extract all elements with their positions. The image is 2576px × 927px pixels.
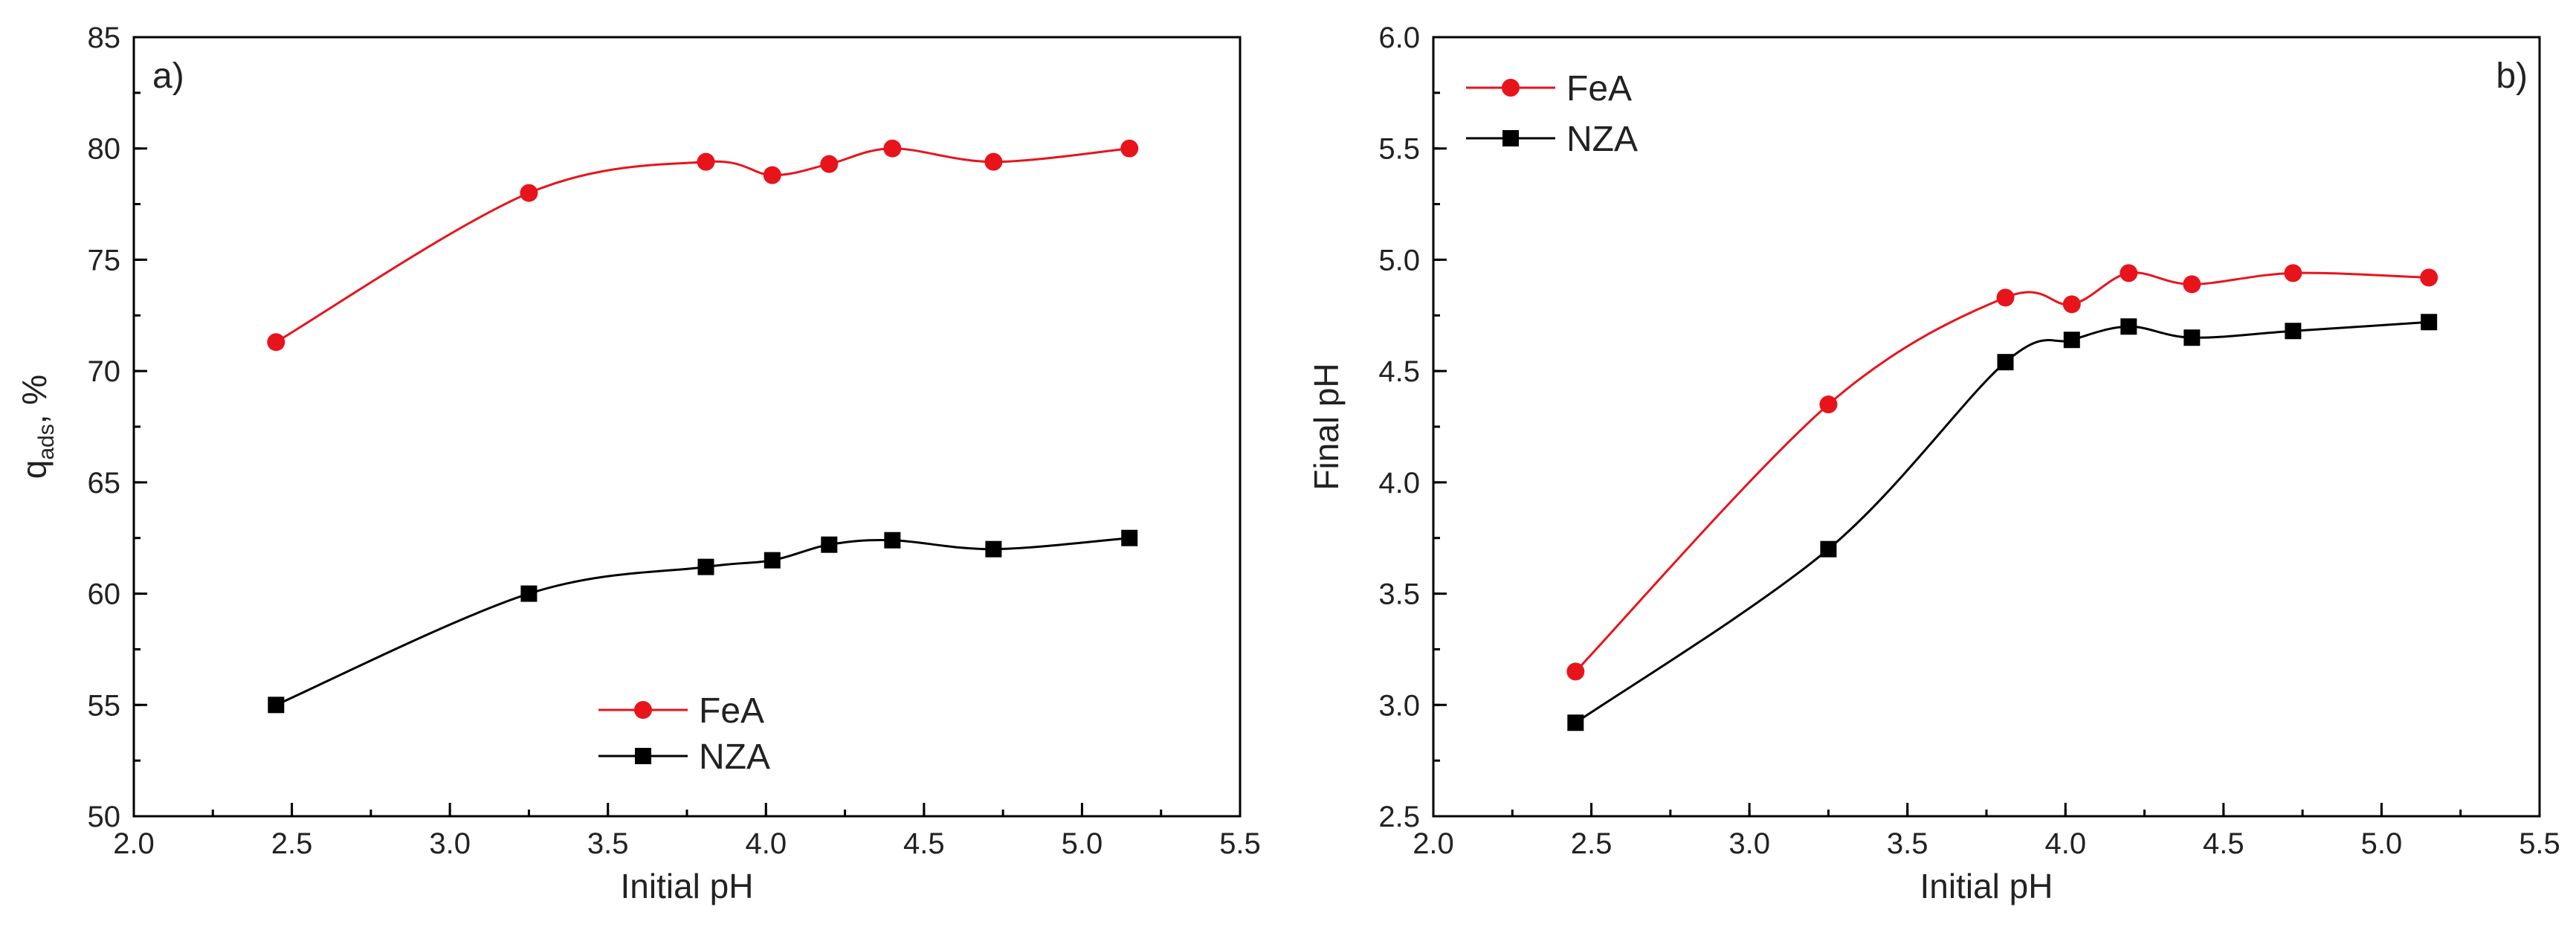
legend-label-nza: NZA — [699, 737, 770, 777]
y-tick-label: 80 — [88, 133, 121, 166]
data-point-nza — [1820, 540, 1837, 558]
y-axis-title: qads, % — [15, 375, 59, 479]
data-point-fea — [984, 152, 1003, 171]
legend: FeA NZA — [598, 691, 770, 777]
data-point-fea — [2183, 275, 2201, 294]
chart-panel-b: 2.0 2.5 3.0 3.5 4.0 4.5 5.0 5.52.53.03.54.04.55… — [1307, 22, 2560, 905]
data-point-nza — [520, 585, 538, 602]
legend-marker-fea — [634, 701, 652, 719]
y-axis-title-suffix: , % — [15, 375, 54, 424]
data-point-nza — [2285, 323, 2302, 340]
x-tick-label: 2.5 — [1571, 827, 1613, 860]
data-point-fea — [883, 139, 902, 158]
data-point-fea — [520, 184, 538, 202]
x-tick-label: 3.0 — [429, 827, 471, 860]
x-tick-label: 5.0 — [2361, 827, 2403, 860]
y-tick-label: 3.5 — [1378, 578, 1420, 611]
x-tick-label: 2.5 — [271, 827, 313, 860]
x-axis-title: Initial pH — [1920, 867, 2053, 905]
y-tick-label: 4.5 — [1378, 355, 1420, 388]
data-point-nza — [985, 540, 1002, 558]
data-point-nza — [884, 532, 901, 549]
y-tick-label: 60 — [88, 578, 121, 611]
data-point-fea — [763, 166, 781, 184]
data-point-nza — [697, 558, 714, 575]
panel-label: b) — [2496, 56, 2528, 96]
series-line-fea — [275, 147, 1130, 343]
y-tick-label: 50 — [88, 801, 121, 833]
y-tick-label: 55 — [88, 689, 121, 722]
x-tick-label: 4.5 — [2203, 827, 2244, 860]
plot-frame — [132, 36, 1242, 818]
data-point-nza — [1121, 529, 1138, 546]
legend: FeA NZA — [1466, 69, 1638, 159]
series-fea — [267, 139, 1139, 352]
x-tick-label: 3.5 — [1887, 827, 1928, 860]
x-tick-label: 5.5 — [2519, 827, 2560, 860]
data-point-fea — [820, 155, 839, 173]
y-tick-label: 75 — [88, 244, 121, 277]
series-nza — [1567, 314, 2438, 731]
data-point-nza — [764, 552, 781, 569]
panel-label: a) — [152, 56, 184, 96]
data-point-nza — [821, 536, 838, 553]
data-point-nza — [2183, 329, 2201, 346]
data-point-fea — [2420, 268, 2438, 287]
y-tick-label: 6.0 — [1378, 22, 1420, 54]
legend-label-nza: NZA — [1566, 120, 1638, 159]
data-point-fea — [2284, 264, 2302, 282]
y-axis-title-main: Final pH — [1307, 363, 1346, 490]
y-axis-title-main: q — [15, 460, 54, 479]
legend-label-fea: FeA — [699, 691, 764, 731]
y-axis-title-subscript: ads — [34, 424, 59, 459]
data-point-fea — [267, 333, 285, 352]
data-point-fea — [1120, 139, 1139, 158]
data-point-nza — [1567, 714, 1584, 731]
data-point-fea — [1819, 395, 1838, 414]
x-tick-label: 3.5 — [587, 827, 629, 860]
data-point-fea — [1996, 288, 2015, 307]
series-fea — [1566, 264, 2438, 681]
y-tick-label: 65 — [88, 467, 121, 500]
chart-panel-a: 2.0 2.5 3.0 3.5 4.0 4.5 5.0 5.5 50 55 60 65 70 75 80 85… — [15, 22, 1261, 905]
data-point-nza — [1997, 354, 2014, 371]
x-tick-label: 2.0 — [113, 827, 155, 860]
x-axis-title: Initial pH — [621, 867, 754, 905]
data-point-fea — [1566, 662, 1585, 681]
y-tick-label: 70 — [88, 355, 121, 388]
y-tick-label: 5.0 — [1378, 244, 1420, 277]
x-tick-label: 5.0 — [1062, 827, 1103, 860]
y-tick-label: 2.5 — [1378, 801, 1420, 833]
legend-marker-nza — [635, 748, 651, 764]
x-tick-label: 3.0 — [1728, 827, 1770, 860]
legend-label-fea: FeA — [1566, 69, 1632, 109]
data-point-fea — [697, 152, 715, 171]
data-point-nza — [268, 697, 285, 714]
data-point-fea — [2120, 264, 2138, 282]
data-point-fea — [2062, 295, 2081, 314]
series-nza — [268, 529, 1138, 714]
data-point-nza — [2421, 314, 2438, 331]
y-axis-title: Final pH — [1307, 363, 1346, 490]
x-tick-label: 4.5 — [903, 827, 945, 860]
y-tick-label: 5.5 — [1378, 133, 1420, 166]
y-tick-label: 3.0 — [1378, 689, 1420, 722]
x-tick-label: 4.0 — [2044, 827, 2086, 860]
x-tick-label: 5.5 — [1219, 827, 1261, 860]
y-tick-label: 85 — [88, 22, 121, 54]
y-tick-label: 4.0 — [1378, 467, 1420, 500]
x-tick-label: 2.0 — [1413, 827, 1454, 860]
x-tick-label: 4.0 — [745, 827, 787, 860]
legend-marker-fea — [1502, 79, 1520, 97]
data-point-nza — [2063, 332, 2080, 349]
series-line-nza — [1575, 320, 2430, 724]
legend-marker-nza — [1502, 130, 1519, 146]
data-point-nza — [2120, 318, 2137, 335]
